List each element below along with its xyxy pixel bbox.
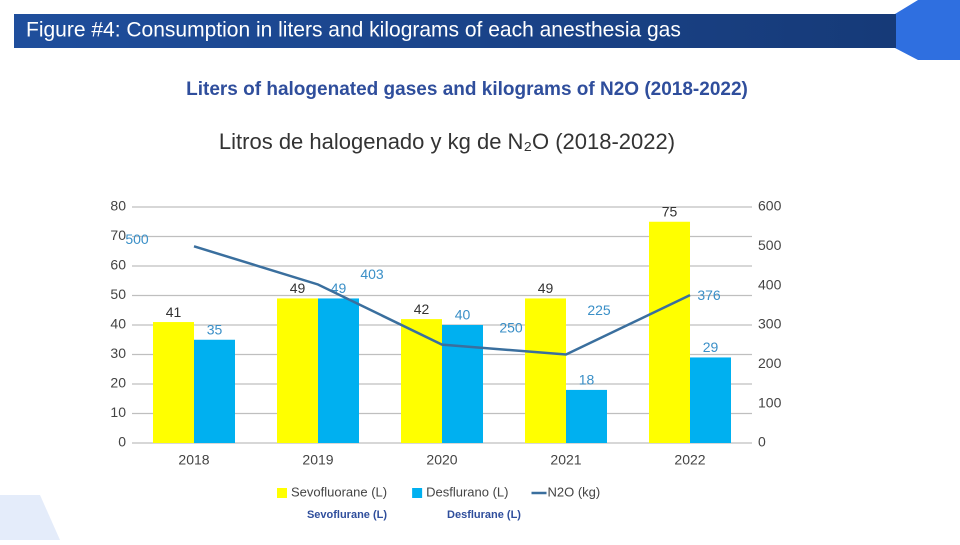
legend-swatch [277,488,287,498]
x-tick-label: 2021 [550,452,581,468]
bar [277,298,318,443]
y-tick-label: 10 [110,404,126,420]
subtitle: Liters of halogenated gases and kilogram… [186,79,748,100]
legend-label: Sevofluorane (L) [291,484,387,499]
y-tick-label: 0 [118,434,126,450]
line-series [193,245,691,356]
value-label: 35 [207,321,223,337]
y2-tick-label: 500 [758,237,782,253]
bar [649,221,690,443]
x-tick-label: 2020 [426,452,457,468]
note: Desflurane (L) [447,509,521,521]
bar [442,325,483,443]
y2-tick-label: 200 [758,355,782,371]
y-tick-label: 20 [110,375,126,391]
y2-tick-label: 0 [758,434,766,450]
y-tick-label: 40 [110,316,126,332]
bar [318,298,359,443]
bar [153,322,194,443]
bar [566,389,607,443]
value-label: 18 [579,372,595,388]
y2-tick-label: 400 [758,276,782,292]
y2-tick-label: 600 [758,198,782,214]
y-tick-label: 70 [110,227,126,243]
y2-tick-label: 300 [758,316,782,332]
value-label: 49 [538,280,554,296]
note: Sevoflurane (L) [307,509,387,521]
bar [401,319,442,443]
legend-label: N2O (kg) [548,484,601,499]
value-label: 75 [662,203,678,219]
value-label: 403 [360,266,384,282]
y-tick-label: 50 [110,286,126,302]
x-tick-label: 2018 [178,452,209,468]
value-label: 29 [703,339,719,355]
bar [525,298,566,443]
value-label: 250 [499,319,523,335]
corner-decoration [0,495,60,540]
x-tick-label: 2019 [302,452,333,468]
y-tick-label: 80 [110,198,126,214]
value-label: 49 [290,280,306,296]
legend-swatch [412,488,423,498]
corner-decoration [895,0,960,60]
x-tick-label: 2022 [674,452,705,468]
bar [194,339,235,443]
y-tick-label: 60 [110,257,126,273]
legend-label: Desflurano (L) [426,484,508,499]
chart-title: Litros de halogenado y kg de N₂O (2018-2… [219,129,675,154]
value-label: 376 [697,287,721,303]
y-tick-label: 30 [110,345,126,361]
header-title: Figure #4: Consumption in liters and kil… [26,19,681,42]
value-label: 42 [414,301,430,317]
header-bar [14,14,896,48]
value-label: 41 [166,304,182,320]
y2-tick-label: 100 [758,394,782,410]
value-label: 500 [125,231,149,247]
value-label: 225 [587,302,611,318]
bar [690,357,731,443]
value-label: 40 [455,307,471,323]
